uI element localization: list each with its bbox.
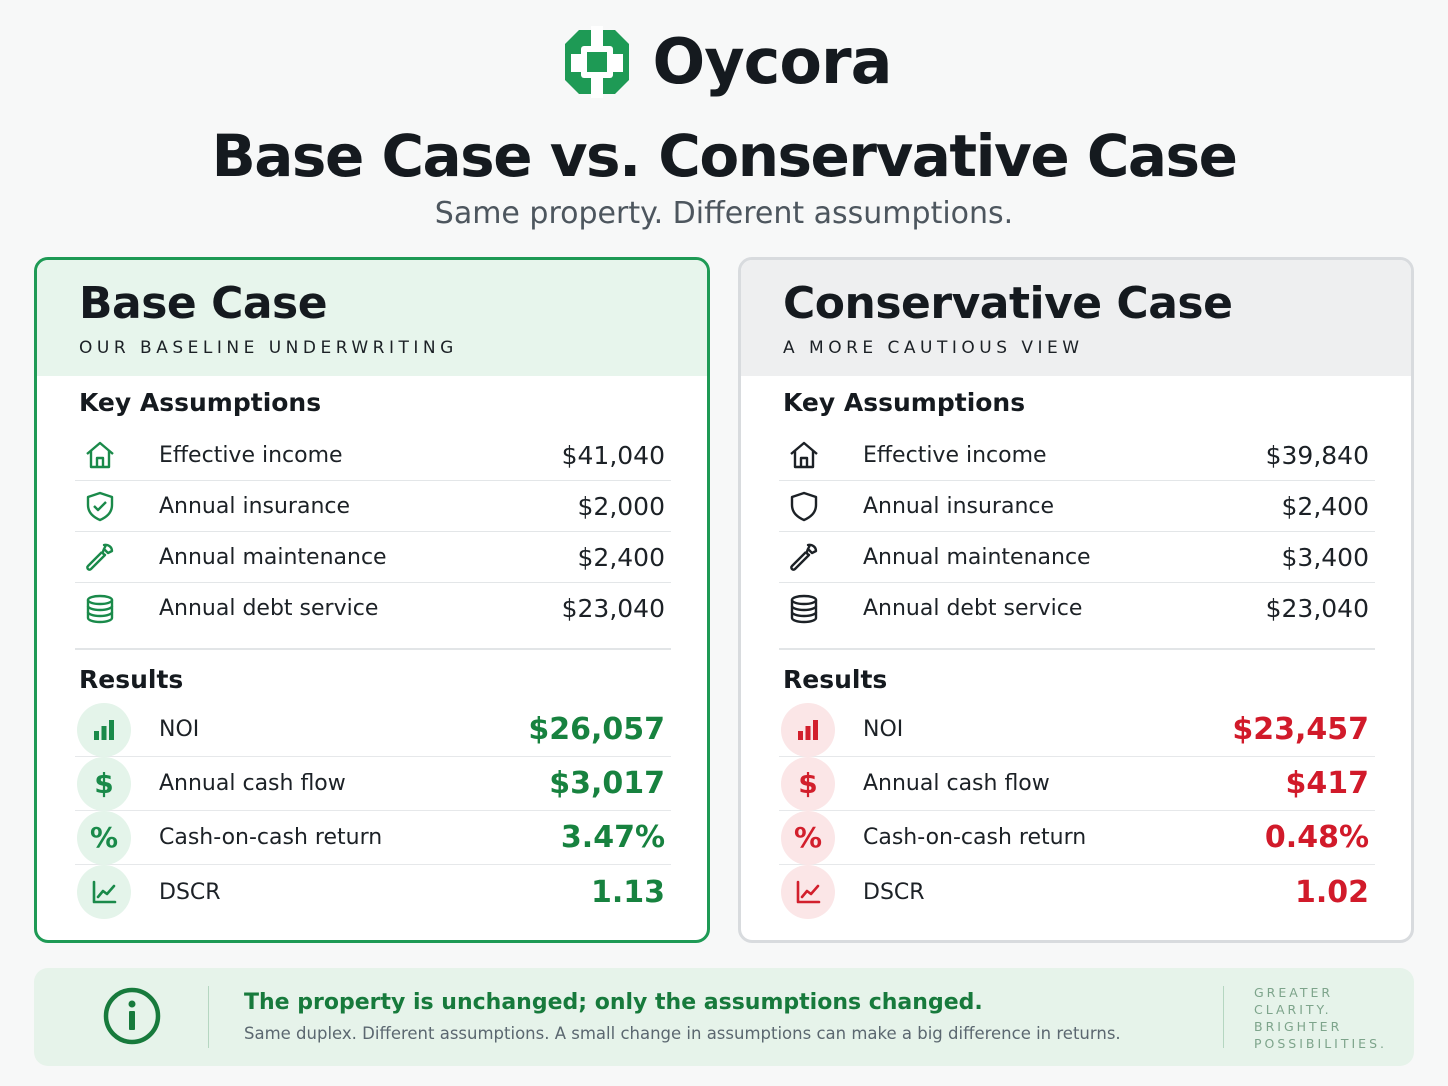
conservative-results-title: Results (783, 665, 888, 694)
result-label: Cash-on-cash return (159, 825, 383, 850)
tagline-line: POSSIBILITIES. (1254, 1036, 1387, 1051)
dollar-icon: $ (781, 756, 835, 811)
percent-icon: % (781, 810, 835, 865)
bar-chart-icon (77, 702, 131, 757)
assumption-label: Annual insurance (159, 493, 351, 519)
assumption-label: Annual maintenance (863, 544, 1091, 570)
conservative-assumption-row: Annual debt service $23,040 (779, 583, 1375, 634)
conservative-case-title: Conservative Case (783, 278, 1233, 329)
result-label: Annual cash flow (863, 771, 1050, 796)
conservative-assumption-row: Annual insurance $2,400 (779, 481, 1375, 532)
tagline-line: BRIGHTER (1254, 1019, 1343, 1034)
trend-chart-icon (77, 865, 131, 919)
percent-icon: % (77, 810, 131, 865)
assumption-label: Annual insurance (863, 493, 1055, 519)
conservative-results-list: NOI $23,457 $ Annual cash flow $417 % Ca… (779, 702, 1375, 919)
wrench-icon (75, 540, 135, 574)
brand-tagline: GREATER CLARITY. BRIGHTER POSSIBILITIES. (1254, 984, 1404, 1052)
result-label: Cash-on-cash return (863, 825, 1087, 850)
base-case-card: Base Case OUR BASELINE UNDERWRITING Key … (34, 257, 710, 943)
base-result-row: DSCR 1.13 (75, 865, 671, 919)
result-value: $417 (1285, 766, 1370, 801)
tagline-line: GREATER (1254, 985, 1334, 1000)
base-assumption-row: Annual maintenance $2,400 (75, 532, 671, 583)
home-icon (779, 438, 839, 472)
info-icon (102, 986, 162, 1046)
brand-name: Oycora (652, 25, 893, 98)
conservative-assumptions-title: Key Assumptions (783, 388, 1026, 417)
assumption-label: Effective income (863, 442, 1047, 468)
conservative-result-row: NOI $23,457 (779, 702, 1375, 757)
callout-divider (1223, 986, 1224, 1048)
assumption-value: $3,400 (1281, 542, 1369, 572)
info-callout: The property is unchanged; only the assu… (34, 968, 1414, 1066)
shield-icon (779, 489, 839, 523)
callout-text: Same duplex. Different assumptions. A sm… (244, 1024, 1121, 1043)
result-value: $3,017 (549, 766, 665, 801)
result-label: DSCR (863, 879, 925, 905)
page-subtitle: Same property. Different assumptions. (434, 196, 1014, 231)
trend-chart-icon (781, 865, 835, 919)
base-results-list: NOI $26,057 $ Annual cash flow $3,017 % … (75, 702, 671, 919)
assumption-label: Annual debt service (159, 596, 379, 621)
result-label: NOI (863, 717, 904, 742)
conservative-case-tagline: A MORE CAUTIOUS VIEW (783, 338, 1084, 358)
oycora-logo-icon (564, 26, 629, 98)
base-result-row: $ Annual cash flow $3,017 (75, 756, 671, 811)
database-icon (75, 592, 135, 626)
assumption-value: $41,040 (561, 440, 665, 470)
assumption-value: $23,040 (1265, 594, 1369, 623)
base-assumptions-title: Key Assumptions (79, 388, 322, 417)
result-value: 0.48% (1264, 820, 1369, 855)
conservative-assumption-row: Effective income $39,840 (779, 430, 1375, 481)
result-label: DSCR (159, 879, 221, 905)
result-label: NOI (159, 717, 200, 742)
base-assumption-row: Annual debt service $23,040 (75, 583, 671, 634)
base-assumption-row: Annual insurance $2,000 (75, 481, 671, 532)
result-label: Annual cash flow (159, 771, 346, 796)
wrench-icon (779, 540, 839, 574)
database-icon (779, 592, 839, 626)
base-assumptions-list: Effective income $41,040 Annual insuranc… (75, 430, 671, 634)
shield-check-icon (75, 489, 135, 523)
assumption-value: $2,400 (1281, 491, 1369, 521)
assumption-value: $2,000 (577, 491, 665, 521)
conservative-assumptions-list: Effective income $39,840 Annual insuranc… (779, 430, 1375, 634)
section-divider (779, 648, 1375, 650)
section-divider (75, 648, 671, 650)
brand-header: Oycora (0, 22, 1448, 102)
conservative-result-row: DSCR 1.02 (779, 865, 1375, 919)
tagline-line: CLARITY. (1254, 1002, 1332, 1017)
conservative-result-row: % Cash-on-cash return 0.48% (779, 810, 1375, 865)
home-icon (75, 438, 135, 472)
result-value: 1.02 (1294, 874, 1369, 910)
assumption-label: Effective income (159, 442, 343, 468)
base-case-tagline: OUR BASELINE UNDERWRITING (79, 338, 458, 358)
assumption-label: Annual maintenance (159, 544, 387, 570)
base-result-row: NOI $26,057 (75, 702, 671, 757)
conservative-case-card: Conservative Case A MORE CAUTIOUS VIEW K… (738, 257, 1414, 943)
result-value: $23,457 (1232, 712, 1369, 747)
result-value: $26,057 (528, 712, 665, 747)
assumption-value: $2,400 (577, 542, 665, 572)
callout-divider (208, 986, 209, 1048)
base-result-row: % Cash-on-cash return 3.47% (75, 810, 671, 865)
base-assumption-row: Effective income $41,040 (75, 430, 671, 481)
assumption-value: $23,040 (561, 594, 665, 623)
conservative-assumption-row: Annual maintenance $3,400 (779, 532, 1375, 583)
page-title: Base Case vs. Conservative Case (211, 122, 1238, 190)
assumption-value: $39,840 (1265, 440, 1369, 470)
base-results-title: Results (79, 665, 184, 694)
base-case-header: Base Case OUR BASELINE UNDERWRITING (37, 260, 707, 376)
conservative-result-row: $ Annual cash flow $417 (779, 756, 1375, 811)
dollar-icon: $ (77, 756, 131, 811)
base-case-title: Base Case (79, 278, 328, 329)
callout-title: The property is unchanged; only the assu… (244, 990, 983, 1015)
bar-chart-icon (781, 702, 835, 757)
conservative-case-header: Conservative Case A MORE CAUTIOUS VIEW (741, 260, 1411, 376)
assumption-label: Annual debt service (863, 596, 1083, 621)
result-value: 3.47% (560, 820, 665, 855)
result-value: 1.13 (590, 874, 665, 910)
